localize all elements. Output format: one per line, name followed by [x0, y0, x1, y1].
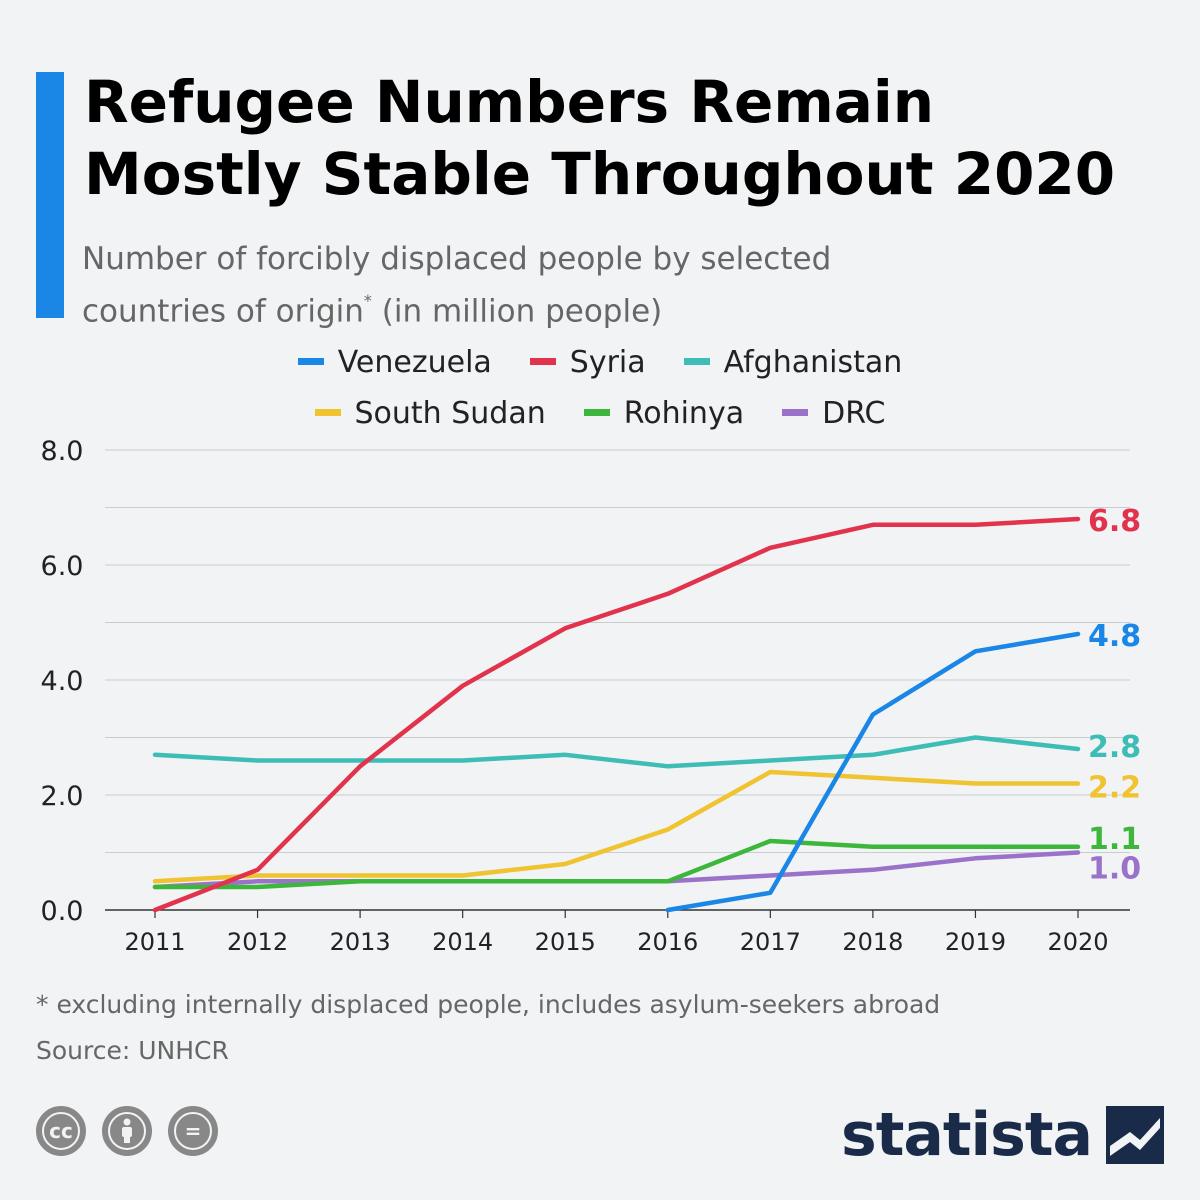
subtitle-unit: (in million people) — [371, 293, 663, 330]
legend-item-rohinya: Rohinya — [583, 396, 745, 431]
legend-item-drc: DRC — [782, 396, 886, 431]
x-tick-label: 2013 — [330, 928, 391, 956]
attribution-icon[interactable] — [102, 1106, 152, 1156]
logo-text: statista — [840, 1100, 1093, 1170]
source-note: Source: UNHCR — [36, 1036, 229, 1065]
series-line-afghanistan — [152, 735, 1081, 769]
legend-swatch — [583, 409, 610, 416]
legend-label: South Sudan — [354, 396, 546, 431]
chart-subtitle: Number of forcibly displaced people by s… — [82, 236, 1082, 334]
legend-swatch — [314, 409, 341, 416]
legend-row-1: Venezuela Syria Afghanistan — [0, 345, 1200, 380]
legend-swatch — [683, 358, 710, 365]
y-tick-label: 2.0 — [41, 781, 84, 812]
statista-logo[interactable]: statista — [841, 1100, 1164, 1170]
series-line-rohinya — [152, 838, 1081, 890]
end-label-syria: 6.8 — [1088, 504, 1141, 539]
series-line-syria — [152, 516, 1081, 913]
title-line-2: Mostly Stable Throughout 2020 — [84, 140, 1116, 208]
subtitle-asterisk: * — [363, 291, 372, 310]
end-label-south-sudan: 2.2 — [1088, 771, 1141, 806]
license-icons: cc = — [36, 1106, 218, 1156]
x-tick-label: 2012 — [227, 928, 288, 956]
x-tick-label: 2019 — [945, 928, 1006, 956]
statista-mark-icon — [1106, 1106, 1164, 1164]
person-glyph — [122, 1118, 132, 1143]
legend-item-syria: Syria — [529, 345, 646, 380]
legend-item-afghanistan: Afghanistan — [683, 345, 903, 380]
y-tick-label: 6.0 — [41, 551, 84, 582]
subtitle-line-2-text: countries of origin — [82, 293, 364, 330]
legend-swatch — [529, 358, 556, 365]
series-line-venezuela — [665, 631, 1081, 913]
legend-label: Venezuela — [337, 345, 492, 380]
subtitle-line-2: countries of origin* (in million people) — [82, 282, 1082, 334]
legend-label: DRC — [822, 396, 886, 431]
legend-label: Syria — [569, 345, 646, 380]
legend-row-2: South Sudan Rohinya DRC — [0, 396, 1200, 431]
cc-icon[interactable]: cc — [36, 1106, 86, 1156]
legend-label: Afghanistan — [723, 345, 903, 380]
legend-swatch — [782, 409, 809, 416]
legend-item-venezuela: Venezuela — [297, 345, 492, 380]
no-derivatives-icon[interactable]: = — [168, 1106, 218, 1156]
y-tick-label: 8.0 — [41, 436, 84, 467]
chart-title: Refugee Numbers Remain Mostly Stable Thr… — [84, 66, 1174, 210]
y-tick-label: 4.0 — [41, 666, 84, 697]
footnote: * excluding internally displaced people,… — [36, 990, 941, 1019]
title-accent-bar — [36, 72, 64, 318]
legend-item-south-sudan: South Sudan — [314, 396, 546, 431]
x-tick-label: 2011 — [124, 928, 185, 956]
x-tick-label: 2018 — [842, 928, 903, 956]
legend-label: Rohinya — [623, 396, 745, 431]
y-tick-label: 0.0 — [41, 896, 84, 927]
x-tick-label: 2015 — [535, 928, 596, 956]
x-tick-label: 2017 — [740, 928, 801, 956]
end-label-rohinya: 1.1 — [1088, 822, 1141, 857]
series-line-south-sudan — [152, 769, 1081, 884]
subtitle-line-1: Number of forcibly displaced people by s… — [82, 241, 832, 277]
x-tick-label: 2020 — [1047, 928, 1108, 956]
title-line-1: Refugee Numbers Remain — [84, 68, 935, 136]
legend-swatch — [297, 358, 324, 365]
end-label-venezuela: 4.8 — [1088, 619, 1141, 654]
end-label-afghanistan: 2.8 — [1088, 730, 1141, 765]
x-tick-label: 2014 — [432, 928, 493, 956]
end-label-drc: 1.0 — [1088, 852, 1141, 887]
x-tick-label: 2016 — [637, 928, 698, 956]
